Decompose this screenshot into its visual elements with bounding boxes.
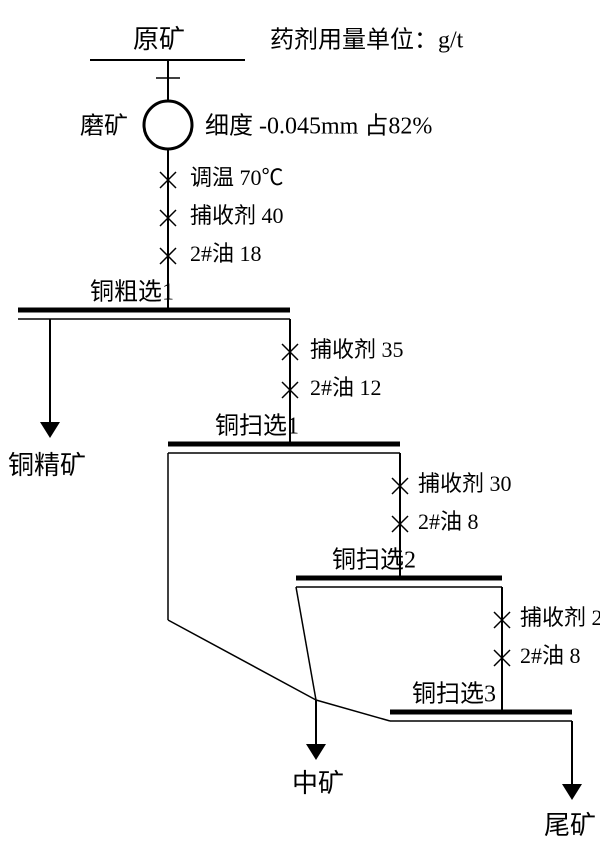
- stage3-reagent-1: 2#油 8: [418, 509, 479, 534]
- stage1-reagent-1: 捕收剂 40: [190, 203, 284, 228]
- fineness-label: 细度 -0.045mm 占82%: [205, 113, 432, 140]
- grind-circle-icon: [144, 101, 192, 149]
- stage1-name: 铜粗选1: [90, 279, 174, 306]
- stage2-name: 铜扫选1: [215, 413, 299, 440]
- stage2-reagent-1: 2#油 12: [310, 375, 382, 400]
- stage1-reagent-2: 2#油 18: [190, 241, 262, 266]
- stage4-name: 铜扫选3: [412, 681, 496, 708]
- raw-ore-label: 原矿: [133, 25, 185, 54]
- middling-label: 中矿: [292, 769, 344, 798]
- stage4-reagent-1: 2#油 8: [520, 643, 581, 668]
- concentrate-label: 铜精矿: [8, 451, 86, 480]
- tailing-label: 尾矿: [544, 811, 596, 840]
- stage2-reagent-0: 捕收剂 35: [310, 337, 404, 362]
- grind-label: 磨矿: [80, 113, 128, 140]
- unit-note-label: 药剂用量单位：g/t: [270, 27, 464, 54]
- stage3-name: 铜扫选2: [332, 547, 416, 574]
- stage3-reagent-0: 捕收剂 30: [418, 471, 512, 496]
- stage4-reagent-0: 捕收剂 25: [520, 605, 600, 630]
- stage1-reagent-0: 调温 70℃: [190, 165, 284, 190]
